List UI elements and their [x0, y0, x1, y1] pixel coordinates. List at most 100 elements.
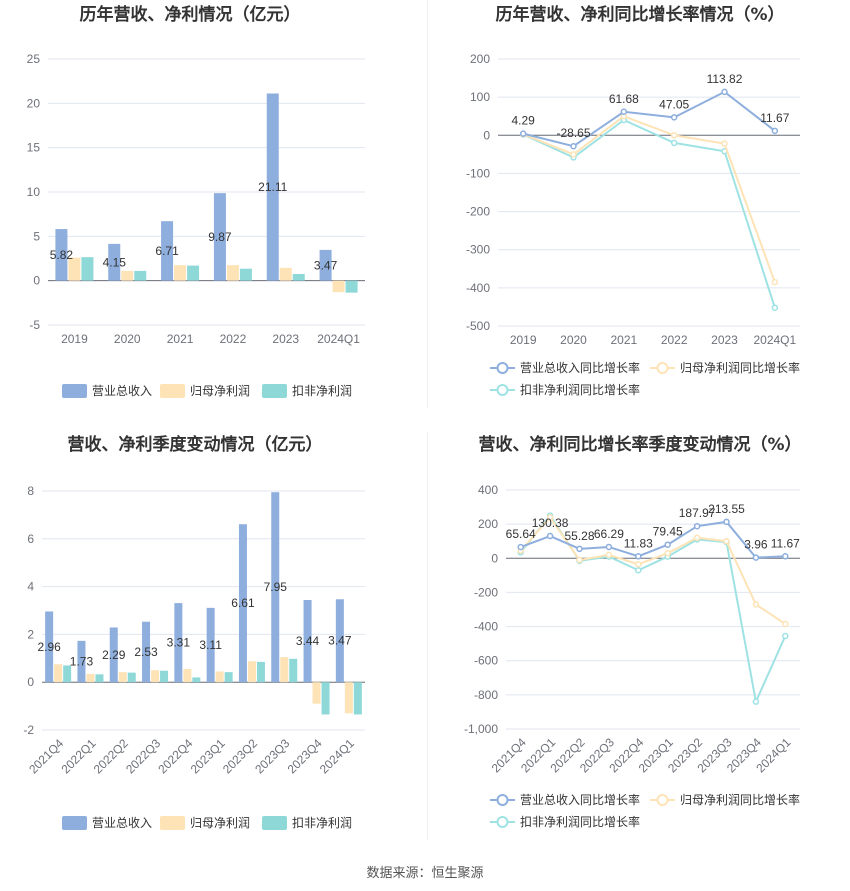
bar-net-profit — [121, 270, 134, 281]
data-label: 213.55 — [708, 502, 745, 516]
bar-net-profit — [54, 664, 63, 683]
chart-title: 营收、净利同比增长率季度变动情况（%） — [478, 434, 801, 455]
bar-deducted-profit — [160, 670, 169, 683]
legend-swatch — [160, 816, 185, 830]
y-tick-label: 25 — [27, 52, 41, 66]
bar-net-profit — [183, 669, 192, 683]
legend-swatch-marker — [656, 362, 669, 374]
data-point — [752, 601, 760, 608]
data-point — [576, 545, 583, 553]
legend-label: 营业总收入 — [92, 816, 152, 830]
y-tick-label: 0 — [491, 551, 498, 565]
data-label: 55.28 — [564, 529, 594, 543]
bar-deducted-profit — [345, 280, 358, 293]
data-label: 3.47 — [314, 258, 338, 272]
data-point — [635, 561, 642, 568]
data-point — [635, 553, 642, 560]
legend-swatch — [262, 816, 287, 830]
bar-deducted-profit — [224, 672, 233, 683]
y-tick-label: -300 — [466, 243, 490, 257]
annual-revenue-profit-chart: 历年营收、净利情况（亿元） -5 0 5 10 15 20 25 5.82 2019 4.15 202… — [27, 4, 365, 398]
quarterly-growth-rate-chart: 营收、净利同比增长率季度变动情况（%） -1,000 -800 -600 -400 -20… — [464, 434, 802, 829]
legend-label: 营业总收入同比增长率 — [520, 360, 640, 375]
line-net-profit-growth — [522, 115, 776, 283]
data-label: 5.82 — [50, 248, 74, 262]
chart-title: 营收、净利季度变动情况（亿元） — [68, 434, 323, 455]
data-label: 6.71 — [155, 244, 179, 258]
bar-deducted-profit — [81, 257, 94, 281]
x-tick-label: 2022Q3 — [123, 736, 163, 776]
data-point — [723, 537, 730, 545]
bar-net-profit — [215, 671, 224, 683]
data-label: 47.05 — [659, 97, 689, 111]
bar-revenue — [206, 607, 215, 683]
data-label: 3.11 — [199, 638, 222, 652]
bar-revenue — [271, 492, 280, 683]
bar-deducted-profit — [134, 270, 147, 281]
bar-net-profit — [68, 257, 81, 281]
data-point — [771, 127, 779, 135]
legend-swatch-marker — [656, 794, 669, 806]
legend-label: 扣非净利润 — [292, 384, 352, 398]
bar-revenue — [142, 621, 151, 683]
bar-net-profit — [332, 280, 345, 293]
x-tick-label: 2024Q1 — [753, 333, 796, 347]
bar-revenue — [109, 627, 118, 683]
y-tick-label: 200 — [470, 52, 490, 66]
data-point — [693, 534, 701, 542]
chart-title: 历年营收、净利情况（亿元） — [80, 4, 301, 25]
data-label: 9.87 — [208, 230, 232, 244]
chart-title: 历年营收、净利同比增长率情况（%） — [495, 4, 784, 25]
data-label: 6.61 — [231, 596, 255, 610]
data-label: 4.29 — [511, 114, 535, 128]
y-tick-label: -400 — [474, 620, 498, 634]
data-point — [752, 554, 760, 561]
y-tick-label: 10 — [27, 185, 41, 199]
bar-revenue — [238, 524, 247, 683]
line-deducted-profit-growth — [522, 118, 776, 308]
y-tick-label: -2 — [23, 723, 34, 737]
legend-swatch-marker — [496, 362, 509, 374]
y-tick-label: 8 — [27, 484, 34, 498]
data-point — [546, 532, 554, 540]
data-point — [605, 543, 613, 551]
data-point — [670, 139, 678, 147]
bar-deducted-profit — [63, 665, 72, 683]
y-tick-label: 0 — [483, 128, 490, 142]
data-point — [664, 541, 671, 548]
bar-net-profit — [344, 682, 353, 714]
bar-deducted-profit — [256, 661, 265, 683]
data-point — [782, 553, 789, 560]
data-label: 21.11 — [258, 180, 287, 194]
y-tick-label: -800 — [474, 688, 498, 702]
annual-growth-rate-chart: 历年营收、净利同比增长率情况（%） -500 -400 -300 -200 -100 0 10… — [466, 4, 800, 397]
x-tick-label: 2022Q2 — [91, 736, 131, 776]
y-tick-label: 5 — [33, 229, 40, 243]
bar-deducted-profit — [289, 658, 298, 683]
bar-net-profit — [151, 670, 160, 683]
bar-deducted-profit — [127, 672, 136, 683]
data-label: 2.29 — [102, 648, 126, 662]
data-point — [635, 566, 642, 574]
x-tick-label: 2020 — [114, 332, 141, 346]
y-tick-label: 15 — [27, 141, 41, 155]
data-label: -28.65 — [556, 126, 590, 140]
data-point — [771, 304, 779, 311]
data-point — [721, 140, 728, 147]
y-tick-label: 4 — [27, 580, 34, 594]
data-point — [723, 518, 730, 526]
y-tick-label: -500 — [466, 319, 490, 333]
data-point — [570, 142, 577, 150]
data-point — [721, 88, 728, 96]
y-tick-label: -100 — [466, 166, 490, 180]
data-label: 130.38 — [532, 516, 569, 530]
x-tick-label: 2024Q1 — [317, 736, 357, 776]
data-label: 113.82 — [707, 72, 743, 86]
data-label: 66.29 — [594, 527, 624, 541]
legend-swatch — [62, 384, 87, 398]
bar-revenue — [108, 243, 121, 281]
y-tick-label: 0 — [27, 675, 34, 689]
x-tick-label: 2021Q4 — [26, 736, 66, 776]
data-point — [517, 543, 524, 551]
x-tick-label: 2023Q1 — [188, 736, 228, 776]
